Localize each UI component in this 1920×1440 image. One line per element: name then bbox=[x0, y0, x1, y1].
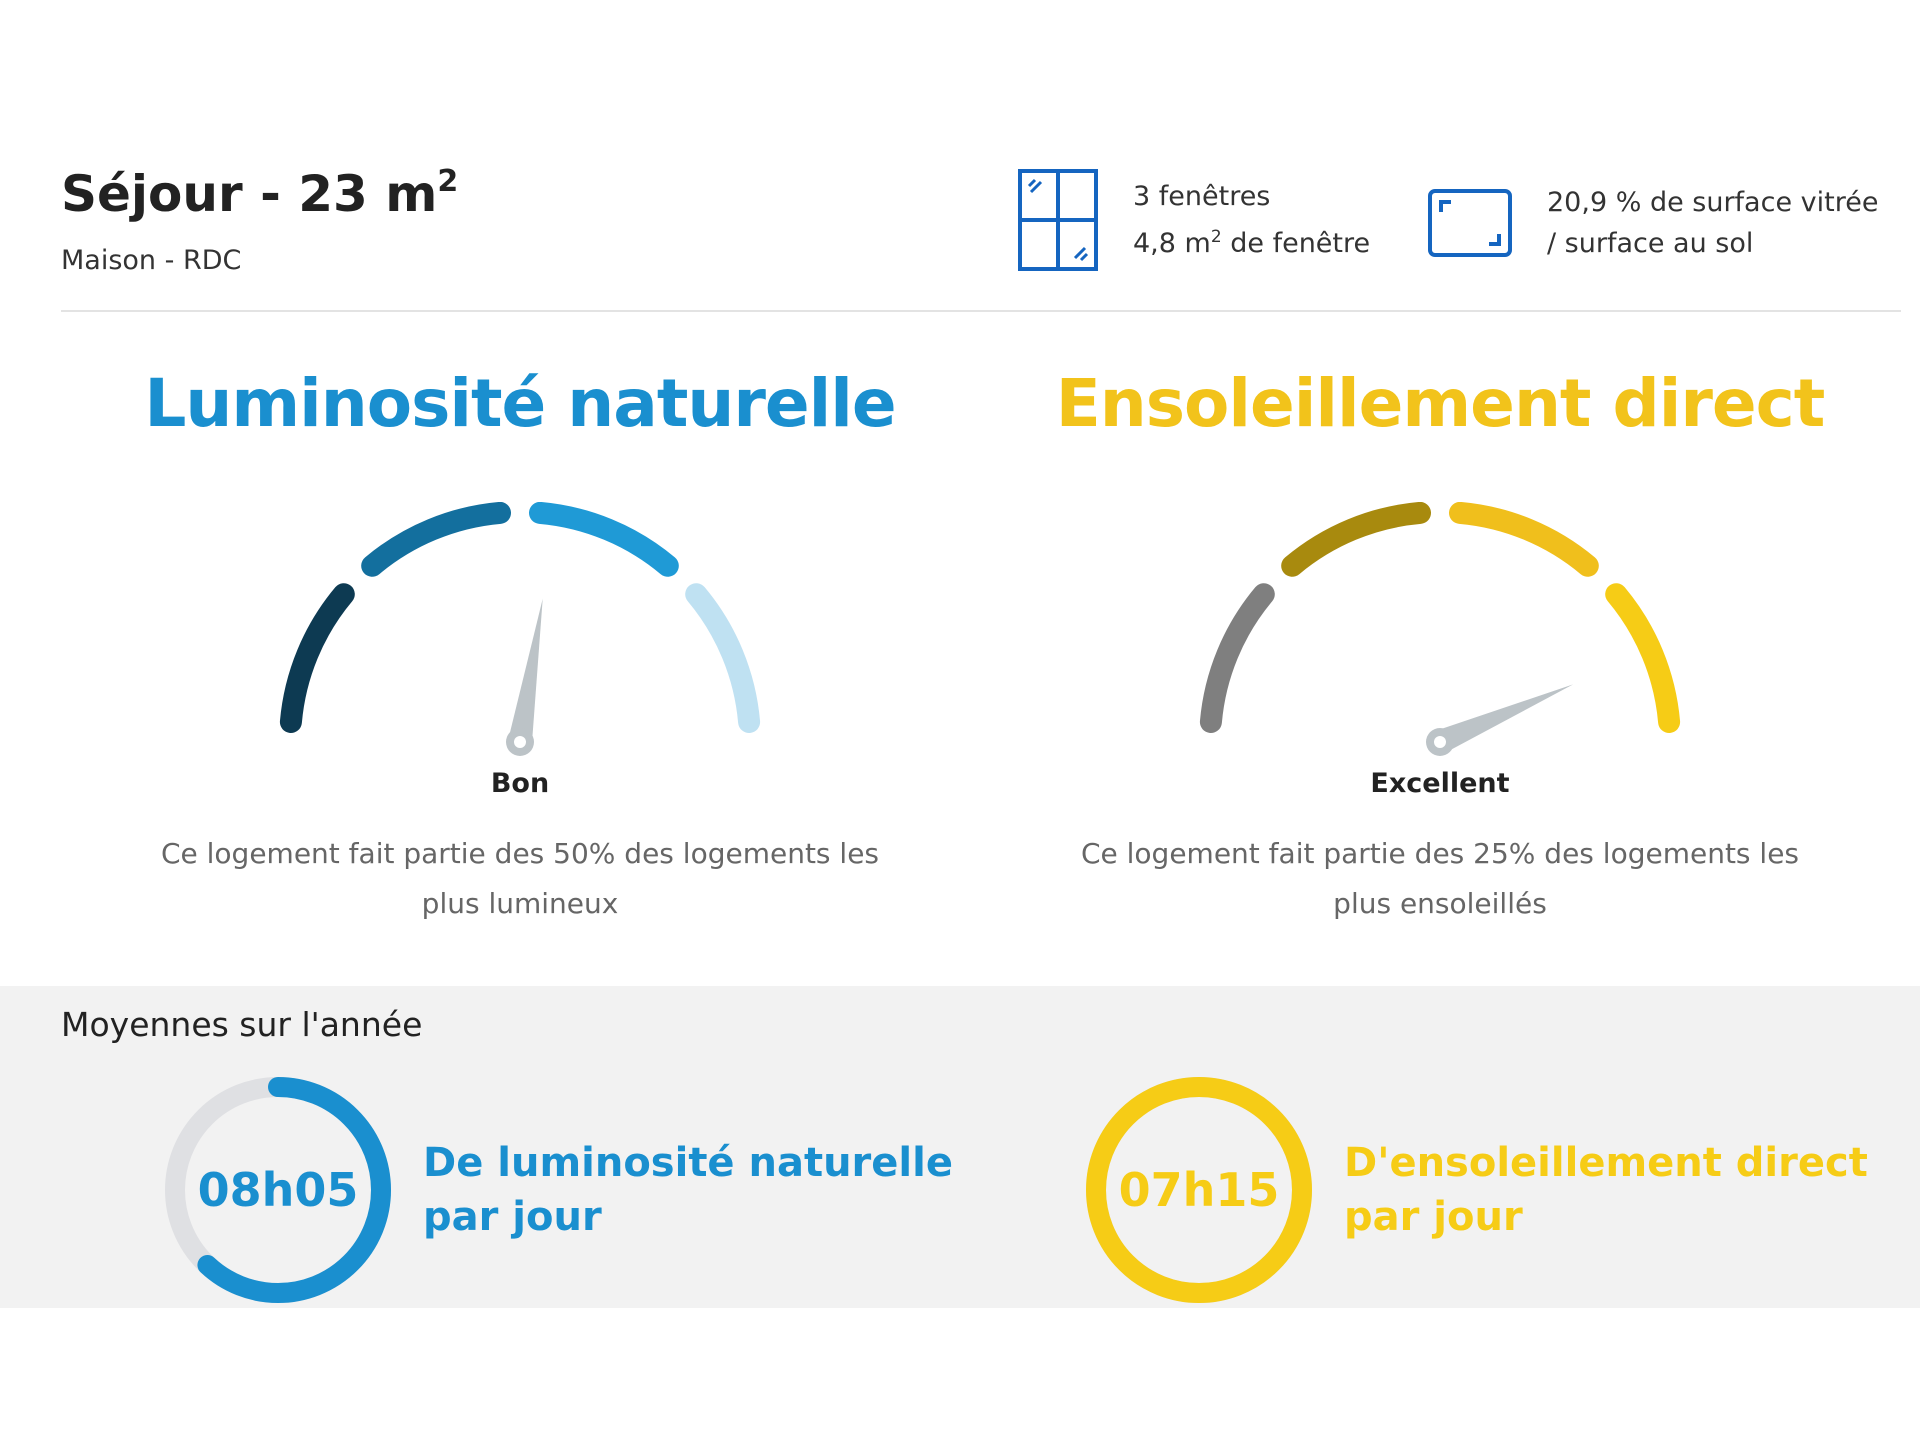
luminosity-title: Luminosité naturelle bbox=[144, 365, 896, 442]
luminosity-rating: Bon bbox=[490, 768, 550, 799]
sunshine-ring bbox=[1086, 1077, 1312, 1303]
glazing-ratio-denominator: / surface au sol bbox=[1547, 228, 1754, 259]
luminosity-gauge bbox=[279, 502, 761, 756]
gauge-needle bbox=[1426, 684, 1574, 756]
window-icon bbox=[1018, 169, 1098, 271]
luminosity-average: 08h05 De luminosité naturelle par jour bbox=[163, 1075, 983, 1305]
ring-progress bbox=[165, 1077, 391, 1303]
sunshine-average: 07h15 D'ensoleillement direct par jour bbox=[1084, 1075, 1904, 1305]
sunshine-hours: 07h15 bbox=[1118, 1163, 1280, 1217]
windows-stat: 3 fenêtres 4,8 m2 de fenêtre bbox=[1017, 168, 1370, 272]
gauge-segment-2 bbox=[1281, 502, 1431, 577]
gauge-segment-1 bbox=[279, 583, 355, 733]
sunshine-rating: Excellent bbox=[1370, 768, 1510, 799]
luminosity-gauge-panel: Luminosité naturelle Bon Ce logement fai… bbox=[80, 365, 960, 929]
header-divider bbox=[61, 310, 1901, 312]
room-title: Séjour - 23 m2 bbox=[61, 164, 459, 223]
gauge-segment-1 bbox=[1199, 583, 1275, 733]
gauge-segment-3 bbox=[529, 502, 679, 577]
surface-ratio-icon bbox=[1428, 189, 1512, 257]
luminosity-average-label: De luminosité naturelle par jour bbox=[423, 1140, 953, 1240]
room-subtitle: Maison - RDC bbox=[61, 245, 242, 276]
yearly-averages-heading: Moyennes sur l'année bbox=[61, 1005, 423, 1044]
sunshine-gauge-panel: Ensoleillement direct Excellent Ce logem… bbox=[1000, 365, 1880, 929]
sunshine-description: Ce logement fait partie des 25% des loge… bbox=[1080, 837, 1800, 920]
window-area: 4,8 m2 de fenêtre bbox=[1133, 227, 1371, 259]
luminosity-hours: 08h05 bbox=[197, 1163, 359, 1217]
gauge-segment-4 bbox=[1605, 583, 1681, 733]
luminosity-description: Ce logement fait partie des 50% des loge… bbox=[160, 837, 880, 920]
glazing-stat-text: 20,9 % de surface vitrée / surface au so… bbox=[1547, 182, 1878, 264]
sunshine-average-label: D'ensoleillement direct par jour bbox=[1344, 1140, 1868, 1240]
sunshine-title: Ensoleillement direct bbox=[1055, 365, 1826, 442]
gauge-segment-4 bbox=[685, 583, 761, 733]
luminosity-ring bbox=[165, 1077, 391, 1303]
window-count: 3 fenêtres bbox=[1133, 181, 1271, 212]
yearly-averages-panel bbox=[0, 986, 1920, 1308]
gauge-needle bbox=[506, 598, 543, 756]
glazing-stat: 20,9 % de surface vitrée / surface au so… bbox=[1427, 182, 1878, 264]
ring-progress bbox=[1086, 1077, 1312, 1303]
sunshine-gauge bbox=[1199, 502, 1681, 756]
gauge-segment-3 bbox=[1449, 502, 1599, 577]
glazing-ratio: 20,9 % de surface vitrée bbox=[1547, 187, 1879, 218]
windows-stat-text: 3 fenêtres 4,8 m2 de fenêtre bbox=[1133, 176, 1370, 264]
gauge-segment-2 bbox=[361, 502, 511, 577]
